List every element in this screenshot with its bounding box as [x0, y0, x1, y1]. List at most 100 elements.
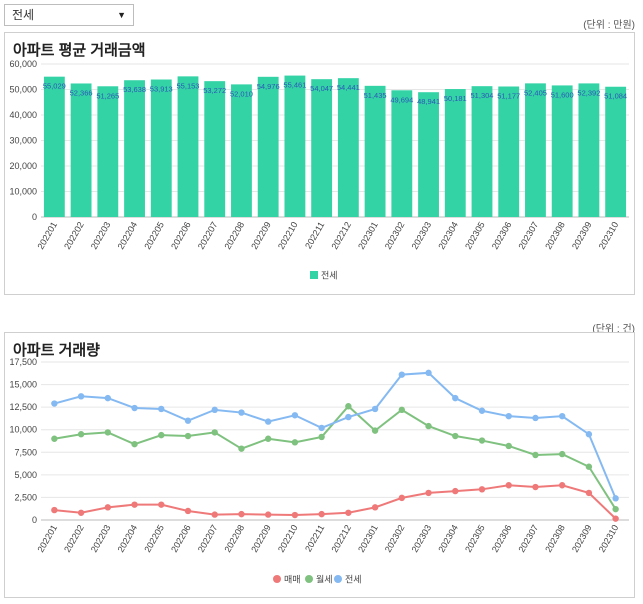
- region-select-value: 전세: [12, 8, 35, 22]
- data-point: [478, 407, 486, 414]
- legend-swatch: [310, 271, 318, 279]
- x-tick-label: 202210: [276, 523, 300, 554]
- x-tick-label: 202304: [436, 523, 460, 554]
- data-point: [77, 393, 85, 400]
- data-label: 50,181: [444, 94, 467, 103]
- data-point: [291, 439, 299, 446]
- bar: [97, 86, 119, 217]
- x-tick-label: 202303: [410, 220, 434, 251]
- bar: [551, 85, 573, 217]
- data-label: 54,976: [257, 82, 280, 91]
- x-tick-label: 202206: [169, 523, 193, 554]
- legend-swatch: [334, 575, 342, 583]
- x-tick-label: 202305: [463, 220, 487, 251]
- chart1-title: 아파트 평균 거래금액: [13, 42, 146, 59]
- bar: [364, 85, 386, 217]
- data-label: 51,600: [551, 90, 574, 99]
- x-tick-label: 202205: [142, 523, 166, 554]
- series-line: [54, 371, 617, 499]
- x-tick-label: 202212: [329, 523, 353, 554]
- bar: [471, 86, 493, 217]
- x-tick-label: 202307: [517, 523, 541, 554]
- data-point: [558, 450, 566, 458]
- data-point: [291, 412, 299, 419]
- data-point: [51, 506, 58, 514]
- chevron-down-icon: ▼: [117, 10, 126, 20]
- x-tick-label: 202210: [276, 220, 300, 251]
- x-tick-label: 202302: [383, 523, 407, 554]
- x-tick-label: 202207: [196, 523, 220, 554]
- y-tick-label: 17,500: [9, 357, 37, 367]
- data-label: 51,304: [471, 91, 494, 100]
- legend-label: 매매: [284, 575, 301, 585]
- data-point: [264, 418, 272, 425]
- data-point: [184, 417, 192, 424]
- data-point: [77, 509, 85, 516]
- legend-label: 전세: [321, 271, 338, 281]
- x-tick-label: 202204: [116, 220, 140, 251]
- data-point: [238, 445, 245, 452]
- y-tick-label: 0: [32, 515, 37, 525]
- data-point: [585, 489, 593, 497]
- data-point: [398, 371, 406, 378]
- data-label: 53,272: [203, 86, 226, 95]
- data-point: [238, 409, 245, 416]
- x-tick-label: 202208: [223, 523, 247, 554]
- data-point: [131, 404, 138, 412]
- data-point: [238, 510, 245, 518]
- x-tick-label: 202211: [303, 523, 326, 553]
- data-point: [452, 432, 459, 440]
- data-point: [505, 482, 512, 489]
- bar: [578, 83, 600, 218]
- bar: [498, 86, 520, 217]
- bar: [231, 84, 252, 217]
- x-tick-label: 202301: [356, 523, 380, 554]
- x-tick-label: 202211: [303, 220, 326, 250]
- x-tick-label: 202304: [436, 220, 460, 251]
- chart2-title: 아파트 거래량: [13, 342, 100, 359]
- region-select[interactable]: 전세 ▼: [4, 4, 134, 26]
- data-point: [264, 435, 272, 442]
- data-point: [211, 406, 218, 414]
- data-label: 55,029: [43, 82, 66, 91]
- data-point: [318, 510, 325, 518]
- data-point: [452, 394, 459, 402]
- x-tick-label: 202203: [89, 220, 113, 251]
- data-point: [345, 403, 352, 410]
- volume-chart: 0 2,500 5,000 7,500 10,000 12,500 15,000 17,500…: [9, 357, 629, 585]
- x-tick-label: 202204: [116, 523, 140, 554]
- data-point: [585, 463, 593, 470]
- avg-price-chart: 0 10,000 20,000 30,000 40,000 50,000 60,000 55,…: [9, 59, 629, 281]
- data-point: [131, 440, 138, 448]
- data-label: 49,694: [390, 95, 413, 104]
- data-point: [291, 511, 299, 519]
- avg-price-panel: 아파트 평균 거래금액 0 10,000 20,000 30,000 40,000 50,…: [4, 32, 635, 295]
- series-line: [54, 484, 617, 520]
- y-tick-label: 15,000: [9, 380, 37, 390]
- x-tick-label: 202212: [329, 220, 353, 251]
- data-point: [505, 412, 512, 420]
- x-tick-label: 202202: [62, 220, 86, 251]
- data-point: [158, 405, 165, 413]
- bar: [124, 80, 145, 217]
- data-point: [371, 427, 379, 434]
- bar: [605, 86, 627, 217]
- y-tick-label: 20,000: [9, 161, 37, 171]
- x-tick-label: 202309: [570, 523, 594, 554]
- data-label: 52,366: [70, 88, 93, 97]
- data-label: 54,047: [310, 84, 333, 93]
- data-label: 52,010: [230, 89, 253, 98]
- x-tick-label: 202307: [517, 220, 541, 251]
- bar: [257, 76, 279, 217]
- x-tick-label: 202202: [62, 523, 86, 554]
- data-point: [585, 431, 593, 438]
- data-point: [532, 451, 539, 459]
- x-tick-label: 202310: [597, 220, 621, 251]
- x-tick-label: 202306: [490, 220, 514, 251]
- data-label: 52,405: [524, 88, 547, 97]
- x-tick-label: 202209: [249, 523, 273, 554]
- x-tick-label: 202308: [543, 220, 567, 251]
- data-point: [104, 429, 112, 436]
- x-tick-label: 202207: [196, 220, 220, 251]
- data-point: [612, 515, 619, 522]
